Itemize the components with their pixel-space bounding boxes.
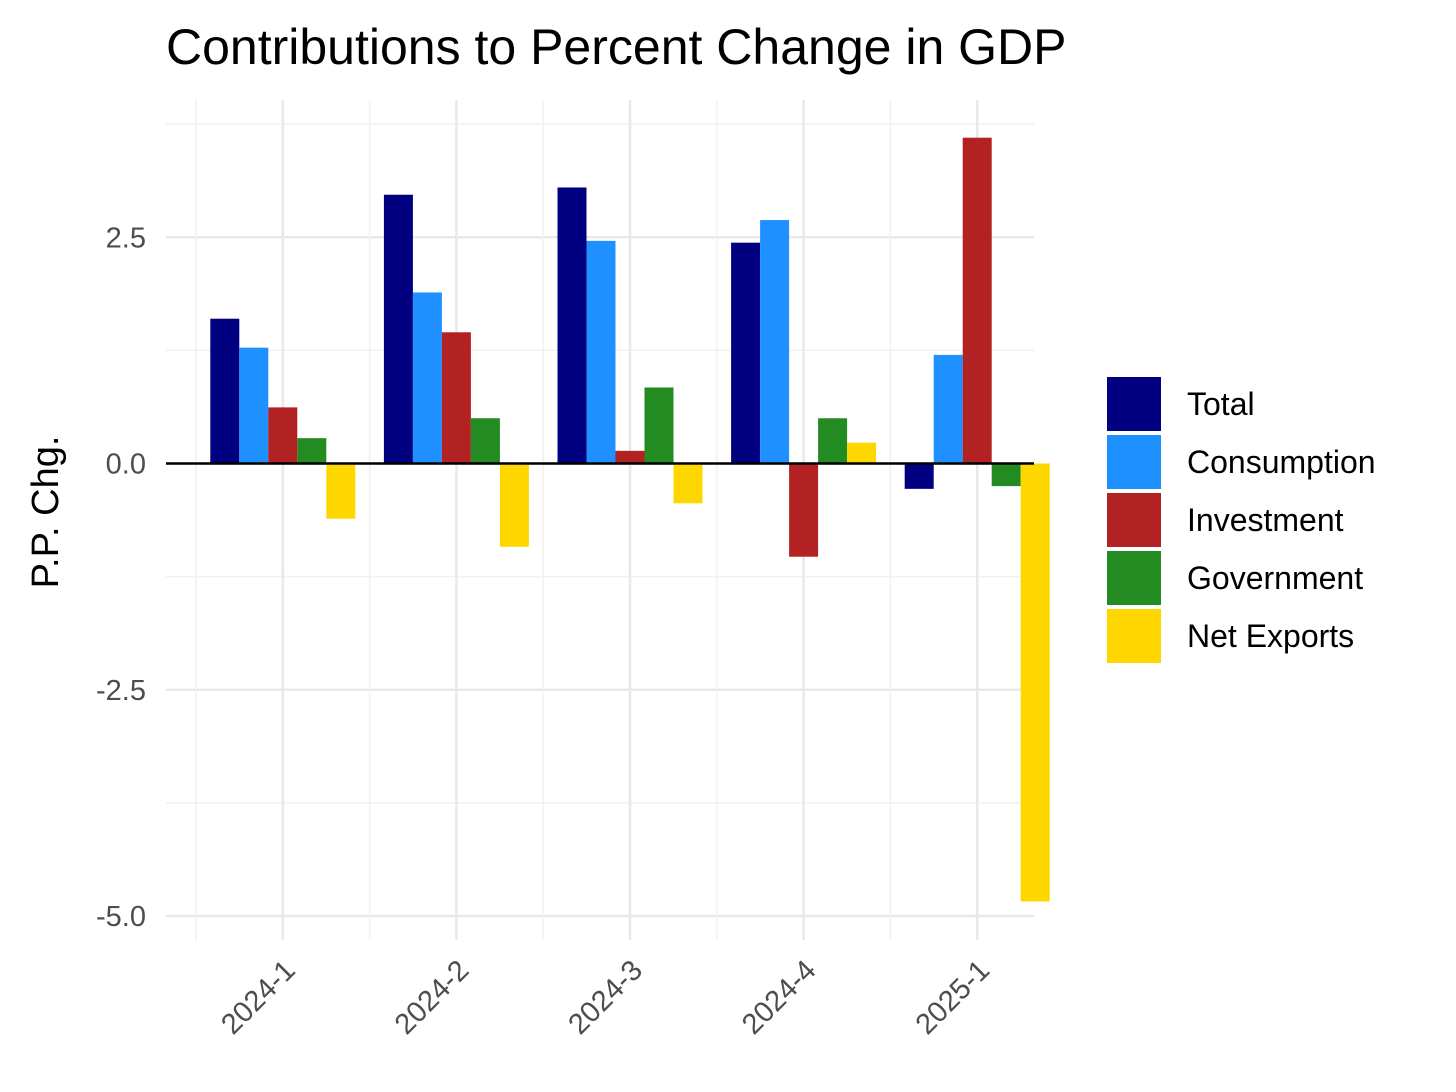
bar-government-2024-1 xyxy=(297,438,327,464)
bar-net-exports-2024-1 xyxy=(326,463,356,519)
bar-consumption-2024-3 xyxy=(586,240,616,464)
y-axis-ticks: -5.0 -2.5 0.0 2.5 xyxy=(96,222,146,933)
gridlines xyxy=(166,100,1034,940)
legend-label-government: Government xyxy=(1187,560,1363,596)
legend-label-consumption: Consumption xyxy=(1187,444,1376,480)
x-tick-label: 2025-1 xyxy=(910,954,996,1040)
bars xyxy=(210,137,1050,902)
legend-key-total xyxy=(1107,377,1161,431)
bar-net-exports-2025-1 xyxy=(1020,463,1050,902)
bar-investment-2024-1 xyxy=(268,407,298,464)
y-tick-label: 0.0 xyxy=(106,449,146,481)
bar-consumption-2024-1 xyxy=(239,347,269,464)
bar-net-exports-2024-4 xyxy=(847,442,877,464)
legend-label-net-exports: Net Exports xyxy=(1187,618,1354,654)
legend-key-consumption xyxy=(1107,435,1161,489)
legend-key-government xyxy=(1107,551,1161,605)
x-tick-label: 2024-1 xyxy=(215,954,301,1040)
bar-consumption-2025-1 xyxy=(933,354,963,464)
bar-net-exports-2024-2 xyxy=(499,463,529,547)
bar-government-2024-3 xyxy=(644,387,674,464)
bar-total-2025-1 xyxy=(904,463,934,489)
legend-key-net-exports xyxy=(1107,609,1161,663)
y-tick-label: 2.5 xyxy=(106,222,146,254)
bar-consumption-2024-2 xyxy=(412,292,442,464)
bar-investment-2024-3 xyxy=(615,450,645,464)
legend-label-total: Total xyxy=(1187,386,1255,422)
legend: Total Consumption Investment Government Net … xyxy=(1107,377,1376,663)
y-tick-label: -5.0 xyxy=(96,901,146,933)
y-tick-label: -2.5 xyxy=(96,675,146,707)
x-tick-label: 2024-2 xyxy=(389,954,475,1040)
bar-investment-2025-1 xyxy=(962,137,992,464)
bar-government-2024-4 xyxy=(818,418,848,464)
bar-total-2024-1 xyxy=(210,318,240,464)
x-axis-ticks: 2024-1 2024-2 2024-3 2024-4 2025-1 xyxy=(215,954,996,1040)
chart-title: Contributions to Percent Change in GDP xyxy=(166,19,1067,75)
bar-investment-2024-4 xyxy=(789,463,819,557)
bar-government-2025-1 xyxy=(991,463,1021,487)
legend-label-investment: Investment xyxy=(1187,502,1344,538)
bar-net-exports-2024-3 xyxy=(673,463,703,504)
bar-total-2024-2 xyxy=(383,194,413,464)
legend-key-investment xyxy=(1107,493,1161,547)
bar-consumption-2024-4 xyxy=(760,220,790,464)
y-axis-title: P.P. Chg. xyxy=(25,436,67,589)
bar-investment-2024-2 xyxy=(441,332,471,464)
bar-total-2024-4 xyxy=(731,242,761,464)
bar-government-2024-2 xyxy=(470,418,500,464)
bar-total-2024-3 xyxy=(557,187,587,464)
x-tick-label: 2024-3 xyxy=(562,954,648,1040)
x-tick-label: 2024-4 xyxy=(736,954,822,1040)
